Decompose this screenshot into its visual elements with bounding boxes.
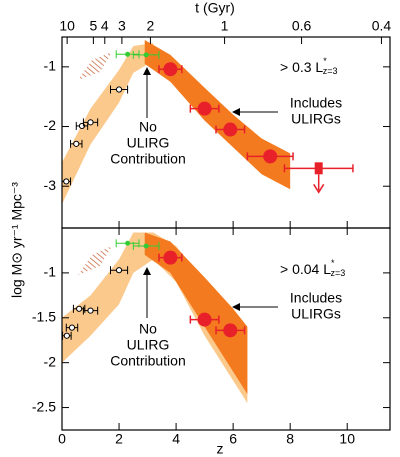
- annotation: ULIRGs: [291, 111, 341, 127]
- point: [87, 119, 94, 126]
- annotation: ULIRG: [127, 135, 170, 151]
- point: [115, 267, 123, 274]
- point: [163, 62, 178, 77]
- top-tick-label: 4: [101, 18, 109, 34]
- y-tick-label: -1: [44, 58, 57, 74]
- point: [223, 122, 238, 137]
- hatched-region: [78, 246, 112, 275]
- top-tick-label: 0.4: [372, 18, 392, 34]
- x-tick-label: 4: [172, 431, 180, 447]
- point: [263, 149, 278, 164]
- top-tick-label: 2: [147, 18, 155, 34]
- annotation: Includes: [290, 290, 342, 306]
- band: [144, 232, 248, 395]
- annotation: ULIRGs: [291, 306, 341, 322]
- point: [76, 305, 83, 312]
- annotation-sup: *: [331, 258, 335, 268]
- annotation: No: [139, 119, 157, 135]
- top-tick-label: 5: [89, 18, 97, 34]
- top-tick-label: 0.6: [292, 18, 312, 34]
- band: [62, 42, 154, 205]
- annotation-text: > 0.3 L: [280, 59, 323, 75]
- y-tick-label: -1: [44, 264, 57, 280]
- x-tick-label: 0: [58, 431, 66, 447]
- point: [63, 332, 70, 339]
- annotation-sub: z=3: [331, 268, 346, 278]
- x-tick-label: 2: [115, 431, 123, 447]
- point: [115, 86, 123, 93]
- x-tick-label: 8: [286, 431, 294, 447]
- annotation: Contribution: [110, 353, 186, 369]
- point: [143, 243, 149, 249]
- y-tick-label: -2: [44, 353, 57, 369]
- y-tick-label: -2.5: [32, 398, 56, 414]
- annotation: ULIRG: [127, 337, 170, 353]
- point: [73, 140, 80, 147]
- point: [197, 312, 212, 327]
- x-tick-label: 10: [339, 431, 355, 447]
- annotation: No: [139, 321, 157, 337]
- annotation-text: > 0.04 L: [280, 261, 331, 277]
- annotation: > 0.04 L* z=3: [280, 258, 345, 278]
- panel-frame: [61, 227, 391, 431]
- upper-limit-head: [313, 183, 325, 194]
- point: [314, 162, 323, 175]
- y-axis-label: log M⊙ yr⁻¹ Mpc⁻³: [9, 182, 25, 298]
- point: [223, 323, 238, 338]
- top-tick-label: 3: [118, 18, 126, 34]
- point: [143, 52, 149, 58]
- annotation: Contribution: [110, 151, 186, 167]
- annotation: Includes: [290, 95, 342, 111]
- point: [125, 240, 131, 246]
- y-tick-label: -3: [44, 177, 57, 193]
- point: [68, 324, 76, 331]
- x-axis-label: z: [217, 441, 224, 457]
- top-axis-label: t (Gyr): [195, 0, 235, 16]
- point: [197, 101, 212, 116]
- annotation: > 0.3 L* z=3: [280, 56, 337, 76]
- annotation-sup: *: [323, 56, 327, 66]
- point: [163, 250, 178, 265]
- band: [144, 39, 291, 190]
- y-tick-label: -1.5: [32, 308, 56, 324]
- band: [62, 232, 248, 404]
- top-tick-label: 10: [59, 18, 75, 34]
- hatched-region: [78, 52, 112, 80]
- point: [125, 51, 131, 57]
- x-tick-label: 6: [229, 431, 237, 447]
- top-tick-label: 1: [221, 18, 229, 34]
- y-tick-label: -2: [44, 117, 57, 133]
- point: [87, 307, 94, 314]
- annotation-sub: z=3: [323, 66, 338, 76]
- point: [63, 178, 70, 185]
